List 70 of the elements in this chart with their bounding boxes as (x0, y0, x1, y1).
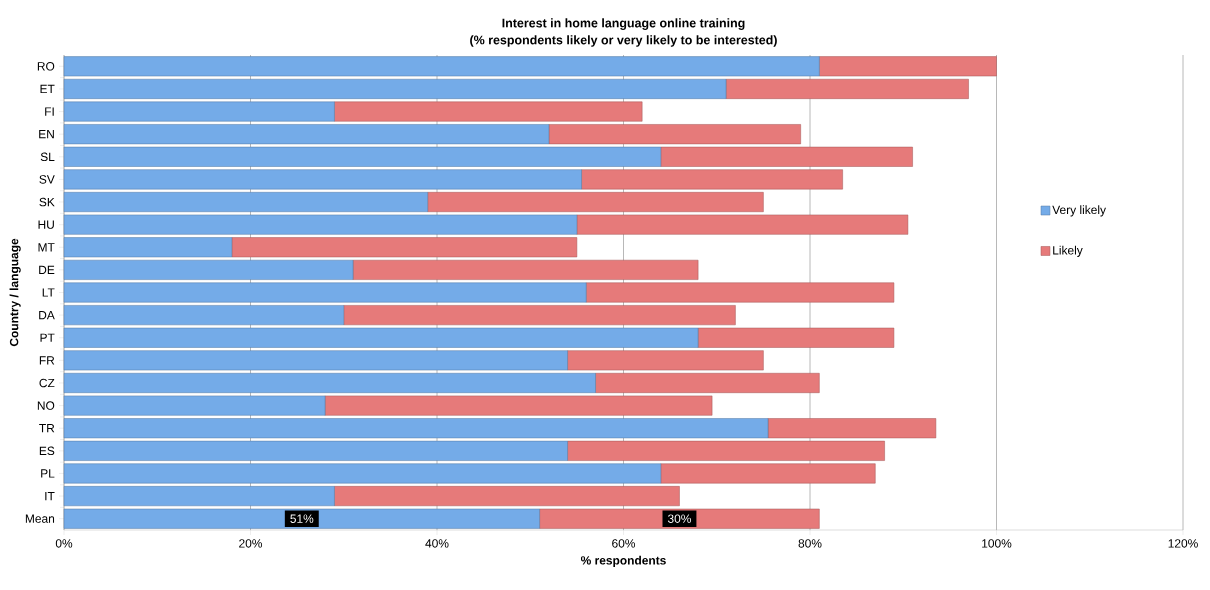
y-tick-label: CZ (39, 378, 55, 388)
y-tick-label: HU (38, 220, 54, 229)
y-tick-label: FR (39, 356, 55, 365)
x-tick-label: 80% (798, 539, 822, 548)
y-tick-label: SV (39, 175, 55, 184)
data-label: 51% (290, 514, 314, 523)
bar (63, 350, 568, 371)
x-tick-label: 40% (425, 539, 449, 548)
bar (334, 486, 680, 507)
legend-label: Very likely (1052, 205, 1106, 217)
bar (63, 101, 335, 122)
bar (63, 508, 540, 529)
chart-subtitle: (% respondents likely or very likely to be interested) (470, 35, 777, 47)
bar (63, 56, 820, 77)
bar (324, 395, 713, 416)
bar (63, 327, 699, 348)
bar (63, 259, 354, 280)
bar (576, 214, 909, 235)
bar (63, 486, 335, 507)
y-tick-label: FI (45, 107, 54, 116)
y-tick-label: EN (39, 130, 54, 139)
bar (63, 214, 578, 235)
bar (63, 373, 596, 393)
x-tick-label: 20% (239, 539, 263, 548)
x-axis-title: % respondents (580, 555, 666, 567)
y-tick-label: LT (42, 288, 55, 297)
bar (581, 169, 843, 190)
chart-title: Interest in home language online training (502, 18, 745, 30)
y-tick-label: ET (40, 84, 55, 94)
y-tick-label: TR (39, 424, 55, 433)
y-tick-label: NO (37, 401, 55, 410)
bar (231, 237, 578, 258)
x-tick-label: 60% (612, 539, 636, 548)
y-tick-label: RO (37, 62, 55, 71)
bar (343, 305, 736, 326)
y-tick-label: IT (45, 491, 55, 501)
y-tick-label: DE (39, 265, 55, 274)
bar (63, 282, 587, 303)
bar (725, 78, 969, 99)
bar (595, 373, 820, 393)
bar (352, 259, 699, 280)
bar (63, 463, 662, 484)
bar (63, 237, 233, 258)
bar (539, 508, 820, 529)
bar (63, 305, 344, 326)
y-tick-label: Mean (25, 514, 55, 523)
x-tick-label: 100% (982, 539, 1012, 548)
y-tick-label: ES (39, 446, 55, 456)
y-tick-label: SK (39, 197, 55, 207)
bar (660, 463, 876, 484)
bar (334, 101, 643, 122)
bar (585, 282, 895, 303)
legend-label: Likely (1053, 245, 1083, 257)
x-tick-label: 120% (1168, 539, 1198, 548)
bar (819, 56, 997, 77)
y-tick-label: MT (38, 243, 55, 252)
y-tick-label: PT (40, 333, 55, 342)
bar (697, 327, 895, 348)
y-tick-label: SL (40, 152, 55, 162)
bar (427, 192, 764, 212)
bar (63, 395, 326, 416)
y-tick-label: PL (41, 469, 55, 478)
bar (63, 169, 582, 190)
data-label: 30% (667, 514, 691, 523)
x-tick-label: 0% (55, 539, 73, 548)
bar (567, 350, 764, 371)
y-tick-label: DA (39, 311, 55, 320)
bar (63, 78, 727, 99)
y-axis-title: Country / language (9, 238, 21, 347)
bar (63, 192, 428, 212)
